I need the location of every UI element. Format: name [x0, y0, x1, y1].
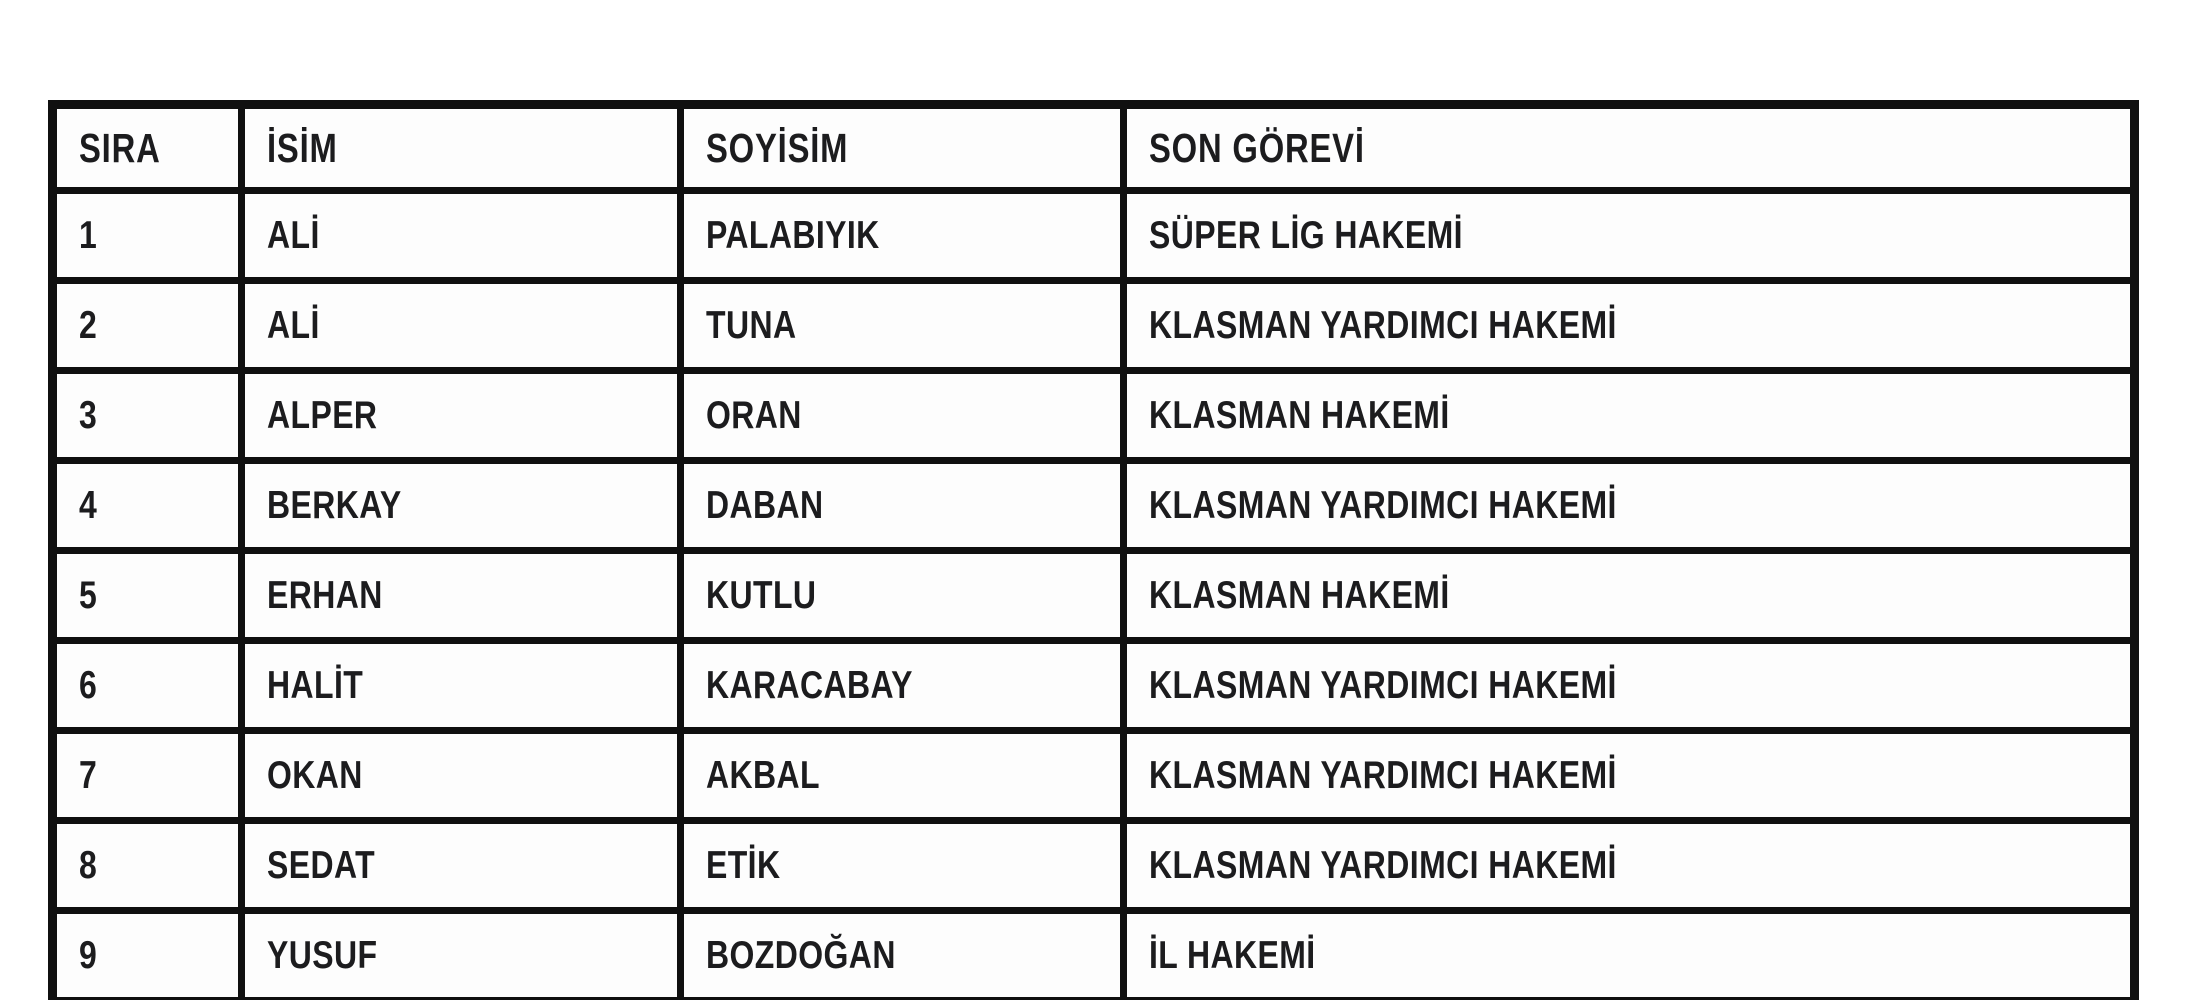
- cell-son-gorevi: İL HAKEMİ: [1120, 907, 2138, 1000]
- cell-sira: 6: [49, 637, 245, 734]
- cell-text: ALİ: [267, 213, 320, 257]
- header-label: SON GÖREVİ: [1149, 124, 1365, 171]
- cell-text: 5: [79, 573, 98, 617]
- header-cell-soyisim: SOYİSİM: [677, 101, 1127, 194]
- cell-sira: 4: [49, 457, 245, 554]
- cell-text: KUTLU: [706, 573, 817, 617]
- cell-isim: HALİT: [238, 637, 684, 734]
- referee-table: SIRA İSİM SOYİSİM SON GÖREVİ 1 ALİ PALAB…: [48, 100, 2139, 1000]
- cell-text: KLASMAN YARDIMCI HAKEMİ: [1149, 483, 1617, 527]
- cell-text: 1: [79, 213, 98, 257]
- header-label: SOYİSİM: [706, 124, 849, 171]
- cell-isim: OKAN: [238, 727, 684, 824]
- cell-son-gorevi: KLASMAN YARDIMCI HAKEMİ: [1120, 727, 2138, 824]
- header-label: İSİM: [267, 124, 338, 171]
- cell-sira: 2: [49, 277, 245, 374]
- cell-text: SÜPER LİG HAKEMİ: [1149, 213, 1463, 257]
- cell-text: SEDAT: [267, 843, 376, 887]
- header-cell-son-gorevi: SON GÖREVİ: [1120, 101, 2138, 194]
- cell-text: 8: [79, 843, 98, 887]
- header-cell-isim: İSİM: [238, 101, 684, 194]
- cell-text: 2: [79, 303, 98, 347]
- cell-soyisim: KUTLU: [677, 547, 1127, 644]
- cell-text: DABAN: [706, 483, 824, 527]
- cell-text: 9: [79, 933, 98, 977]
- cell-text: BERKAY: [267, 483, 402, 527]
- table-row: 8 SEDAT ETİK KLASMAN YARDIMCI HAKEMİ: [49, 817, 2138, 914]
- cell-text: KLASMAN YARDIMCI HAKEMİ: [1149, 843, 1617, 887]
- header-label: SIRA: [79, 124, 161, 171]
- cell-soyisim: KARACABAY: [677, 637, 1127, 734]
- cell-text: KLASMAN HAKEMİ: [1149, 393, 1450, 437]
- cell-sira: 9: [49, 907, 245, 1000]
- cell-text: ALPER: [267, 393, 378, 437]
- cell-text: YUSUF: [267, 933, 378, 977]
- table-row: 1 ALİ PALABIYIK SÜPER LİG HAKEMİ: [49, 187, 2138, 284]
- cell-son-gorevi: KLASMAN YARDIMCI HAKEMİ: [1120, 457, 2138, 554]
- cell-sira: 1: [49, 187, 245, 284]
- table-row: 4 BERKAY DABAN KLASMAN YARDIMCI HAKEMİ: [49, 457, 2138, 554]
- cell-text: TUNA: [706, 303, 797, 347]
- cell-soyisim: DABAN: [677, 457, 1127, 554]
- cell-text: ERHAN: [267, 573, 383, 617]
- cell-soyisim: TUNA: [677, 277, 1127, 374]
- cell-son-gorevi: SÜPER LİG HAKEMİ: [1120, 187, 2138, 284]
- cell-son-gorevi: KLASMAN HAKEMİ: [1120, 547, 2138, 644]
- cell-isim: ERHAN: [238, 547, 684, 644]
- cell-isim: ALPER: [238, 367, 684, 464]
- cell-text: PALABIYIK: [706, 213, 880, 257]
- cell-text: İL HAKEMİ: [1149, 933, 1316, 977]
- cell-sira: 8: [49, 817, 245, 914]
- cell-text: 6: [79, 663, 98, 707]
- cell-sira: 3: [49, 367, 245, 464]
- cell-son-gorevi: KLASMAN YARDIMCI HAKEMİ: [1120, 277, 2138, 374]
- cell-isim: YUSUF: [238, 907, 684, 1000]
- cell-sira: 5: [49, 547, 245, 644]
- cell-text: ORAN: [706, 393, 802, 437]
- cell-soyisim: ETİK: [677, 817, 1127, 914]
- cell-text: OKAN: [267, 753, 363, 797]
- cell-isim: ALİ: [238, 187, 684, 284]
- cell-sira: 7: [49, 727, 245, 824]
- cell-text: ALİ: [267, 303, 320, 347]
- header-cell-sira: SIRA: [49, 101, 245, 194]
- table-row: 6 HALİT KARACABAY KLASMAN YARDIMCI HAKEM…: [49, 637, 2138, 734]
- cell-text: AKBAL: [706, 753, 820, 797]
- cell-text: 3: [79, 393, 98, 437]
- table-row: 9 YUSUF BOZDOĞAN İL HAKEMİ: [49, 907, 2138, 1000]
- cell-isim: ALİ: [238, 277, 684, 374]
- table-header: SIRA İSİM SOYİSİM SON GÖREVİ: [49, 101, 2138, 194]
- header-row: SIRA İSİM SOYİSİM SON GÖREVİ: [49, 101, 2138, 194]
- table-row: 5 ERHAN KUTLU KLASMAN HAKEMİ: [49, 547, 2138, 644]
- cell-son-gorevi: KLASMAN YARDIMCI HAKEMİ: [1120, 637, 2138, 734]
- cell-text: 4: [79, 483, 98, 527]
- cell-son-gorevi: KLASMAN YARDIMCI HAKEMİ: [1120, 817, 2138, 914]
- cell-text: KLASMAN YARDIMCI HAKEMİ: [1149, 753, 1617, 797]
- cell-soyisim: PALABIYIK: [677, 187, 1127, 284]
- table-body: 1 ALİ PALABIYIK SÜPER LİG HAKEMİ 2 ALİ T…: [49, 187, 2138, 1000]
- cell-text: BOZDOĞAN: [706, 933, 896, 977]
- table-row: 2 ALİ TUNA KLASMAN YARDIMCI HAKEMİ: [49, 277, 2138, 374]
- cell-isim: SEDAT: [238, 817, 684, 914]
- cell-soyisim: ORAN: [677, 367, 1127, 464]
- cell-text: KLASMAN YARDIMCI HAKEMİ: [1149, 663, 1617, 707]
- table-row: 7 OKAN AKBAL KLASMAN YARDIMCI HAKEMİ: [49, 727, 2138, 824]
- cell-soyisim: AKBAL: [677, 727, 1127, 824]
- cell-soyisim: BOZDOĞAN: [677, 907, 1127, 1000]
- cell-isim: BERKAY: [238, 457, 684, 554]
- cell-text: KLASMAN HAKEMİ: [1149, 573, 1450, 617]
- table-row: 3 ALPER ORAN KLASMAN HAKEMİ: [49, 367, 2138, 464]
- cell-text: KARACABAY: [706, 663, 913, 707]
- cell-text: HALİT: [267, 663, 364, 707]
- cell-text: 7: [79, 753, 98, 797]
- cell-text: ETİK: [706, 843, 781, 887]
- cell-text: KLASMAN YARDIMCI HAKEMİ: [1149, 303, 1617, 347]
- cell-son-gorevi: KLASMAN HAKEMİ: [1120, 367, 2138, 464]
